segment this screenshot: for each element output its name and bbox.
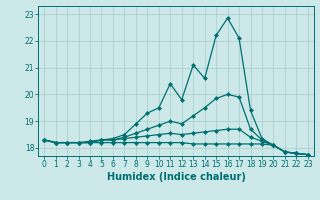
- X-axis label: Humidex (Indice chaleur): Humidex (Indice chaleur): [107, 172, 245, 182]
